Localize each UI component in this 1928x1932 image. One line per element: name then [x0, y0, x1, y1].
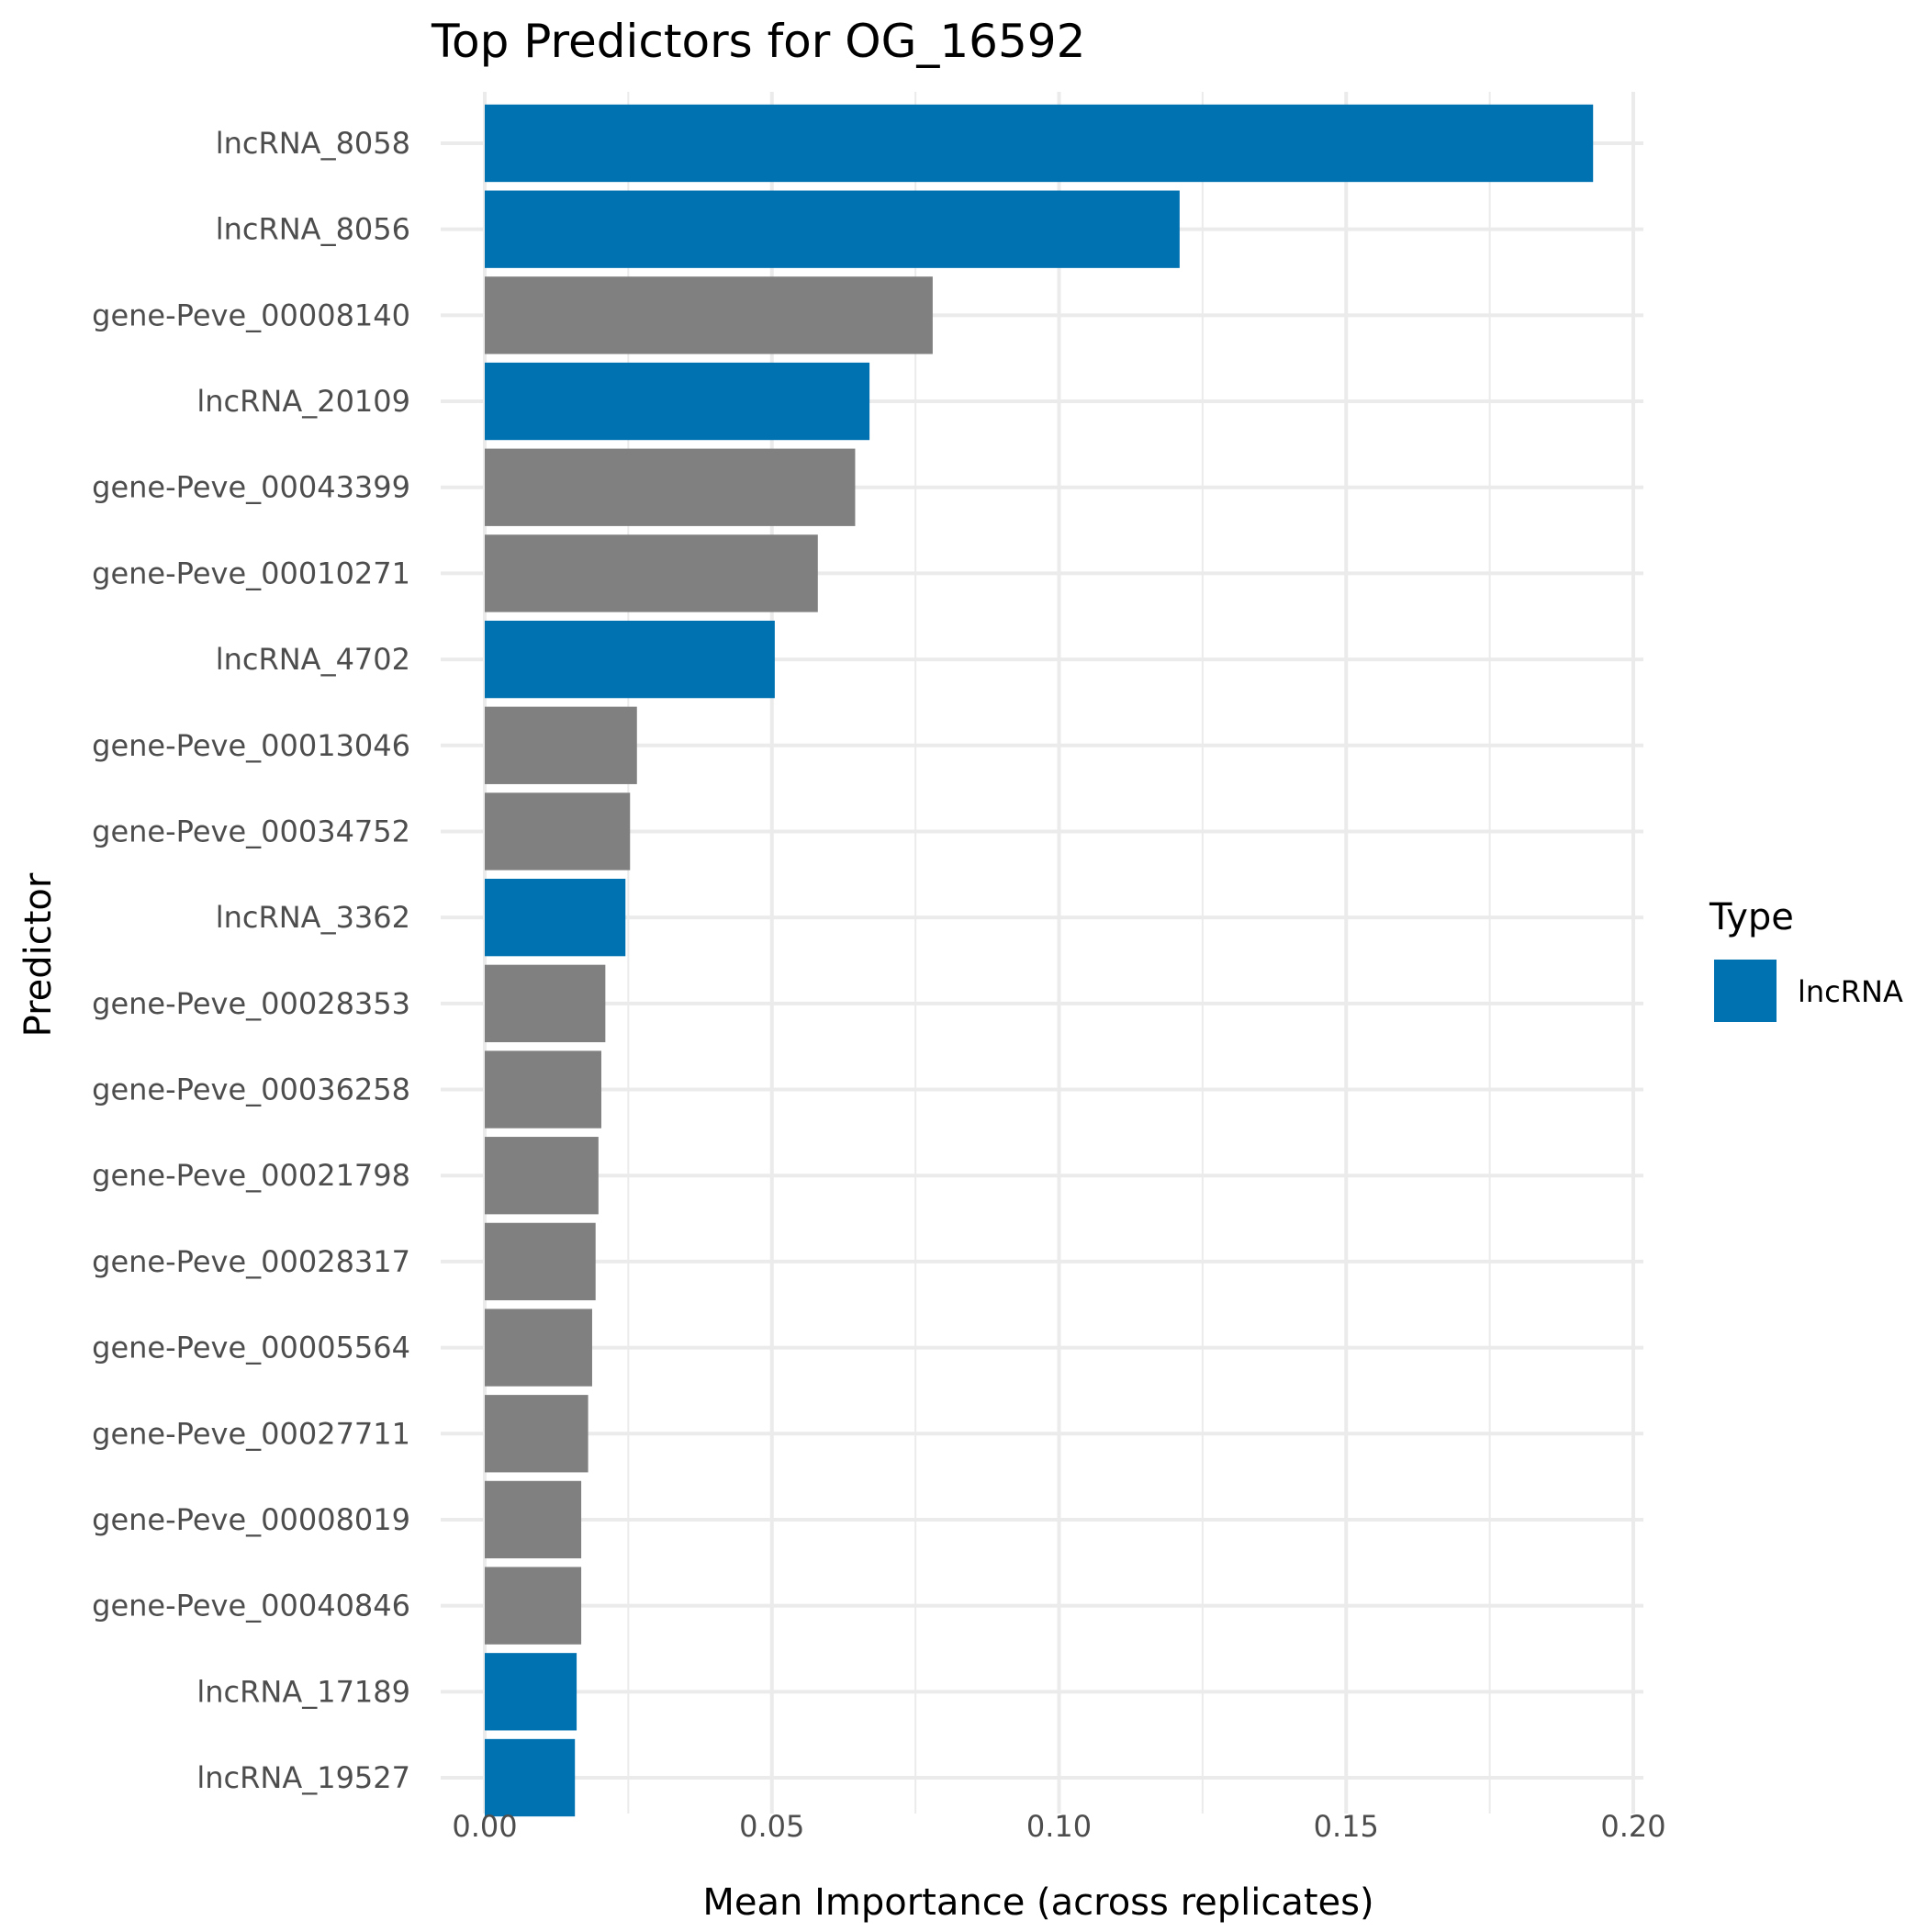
bar-gene-Peve_00008019	[485, 1480, 582, 1559]
bar-lncRNA_17189	[485, 1653, 577, 1731]
x-axis-title: Mean Importance (across replicates)	[702, 1881, 1373, 1924]
y-tick-label: gene-Peve_00005564	[92, 1331, 410, 1365]
bar-gene-Peve_00008140	[485, 276, 933, 354]
bar-gene-Peve_00034752	[485, 792, 631, 871]
y-tick-label: lncRNA_17189	[196, 1674, 410, 1709]
x-tick-label: 0.00	[452, 1809, 517, 1844]
y-axis-title: Predictor	[17, 872, 60, 1037]
bar-gene-Peve_00027711	[485, 1395, 588, 1473]
bar-lncRNA_4702	[485, 620, 775, 699]
bars	[485, 104, 1594, 1817]
y-tick-label: gene-Peve_00008140	[92, 298, 410, 332]
bar-gene-Peve_00040846	[485, 1567, 582, 1645]
y-tick-label: gene-Peve_00008019	[92, 1502, 410, 1537]
y-tick-label: gene-Peve_00040846	[92, 1589, 410, 1623]
bar-gene-Peve_00043399	[485, 448, 856, 526]
y-tick-label: lncRNA_20109	[196, 384, 410, 419]
bar-gene-Peve_00036258	[485, 1050, 601, 1129]
x-tick-label: 0.05	[739, 1809, 804, 1844]
legend-label-lncrna: lncRNA	[1798, 974, 1903, 1009]
y-tick-label: gene-Peve_00034752	[92, 814, 410, 848]
y-tick-label: gene-Peve_00028353	[92, 986, 410, 1021]
legend-title: Type	[1709, 896, 1794, 938]
y-tick-label: lncRNA_3362	[216, 900, 410, 935]
bar-lncRNA_20109	[485, 362, 870, 441]
x-tick-labels: 0.00 0.05 0.10 0.15 0.20	[452, 1809, 1665, 1844]
y-tick-label: gene-Peve_00028317	[92, 1244, 410, 1279]
legend-swatch-lncrna	[1714, 960, 1777, 1022]
bar-lncRNA_8056	[485, 190, 1180, 268]
y-tick-label: lncRNA_4702	[216, 642, 410, 677]
y-tick-label: gene-Peve_00027711	[92, 1416, 410, 1451]
y-tick-label: gene-Peve_00013046	[92, 728, 410, 763]
y-tick-label: lncRNA_8056	[216, 212, 410, 247]
x-tick-label: 0.15	[1314, 1809, 1379, 1844]
bar-gene-Peve_00005564	[485, 1309, 592, 1387]
bar-lncRNA_19527	[485, 1738, 576, 1817]
y-tick-labels: lncRNA_8058 lncRNA_8056 gene-Peve_00008140…	[92, 126, 410, 1795]
bar-gene-Peve_00021798	[485, 1137, 599, 1215]
x-tick-label: 0.20	[1600, 1809, 1665, 1844]
bar-lncRNA_8058	[485, 104, 1594, 183]
chart-title: Top Predictors for OG_16592	[431, 15, 1085, 68]
bar-gene-Peve_00013046	[485, 706, 637, 784]
bar-gene-Peve_00010271	[485, 534, 818, 612]
y-tick-label: gene-Peve_00021798	[92, 1158, 410, 1193]
x-tick-label: 0.10	[1026, 1809, 1092, 1844]
y-tick-label: gene-Peve_00010271	[92, 556, 410, 590]
y-tick-label: gene-Peve_00036258	[92, 1073, 410, 1107]
bar-lncRNA_3362	[485, 879, 626, 957]
legend: Type lncRNA	[1709, 896, 1903, 1022]
bar-gene-Peve_00028317	[485, 1222, 596, 1301]
y-tick-label: lncRNA_19527	[196, 1760, 410, 1795]
y-tick-label: lncRNA_8058	[216, 126, 410, 161]
y-tick-label: gene-Peve_00043399	[92, 470, 410, 505]
bar-gene-Peve_00028353	[485, 964, 606, 1042]
